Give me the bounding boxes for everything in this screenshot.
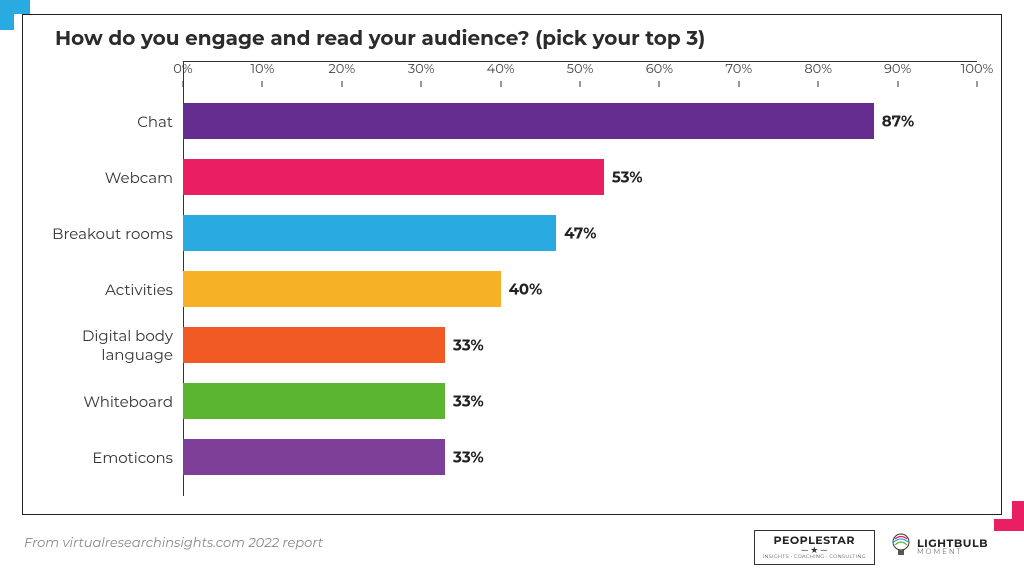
x-tick: 10% <box>250 61 274 77</box>
bar-row: Whiteboard33% <box>183 375 977 427</box>
bar-track: 33% <box>183 327 977 363</box>
bar <box>183 383 445 419</box>
bar-label: Whiteboard <box>23 392 183 411</box>
lightbulb-text: LIGHTBULB MOMENT <box>917 539 988 555</box>
bar-track: 53% <box>183 159 977 195</box>
bar-value: 53% <box>612 168 643 187</box>
footer-source: From virtualresearchinsights.com 2022 re… <box>24 535 323 551</box>
lightbulb-line2: MOMENT <box>917 549 988 555</box>
bar-label: Chat <box>23 112 183 131</box>
accent-bottom-right <box>994 501 1024 531</box>
bar-row: Digital body language33% <box>183 319 977 371</box>
chart-frame: How do you engage and read your audience… <box>22 14 1002 515</box>
x-tick: 20% <box>328 61 355 77</box>
bar-row: Webcam53% <box>183 151 977 203</box>
bar-value: 33% <box>453 392 484 411</box>
bar-row: Emoticons33% <box>183 431 977 483</box>
peoplestar-tagline: INSIGHTS • COACHING • CONSULTING <box>763 555 866 560</box>
x-tick: 60% <box>646 61 673 77</box>
bar-row: Chat87% <box>183 95 977 147</box>
chart-title: How do you engage and read your audience… <box>23 25 1001 61</box>
bar-value: 33% <box>453 448 484 467</box>
bar <box>183 271 501 307</box>
bar-track: 33% <box>183 383 977 419</box>
bar-row: Activities40% <box>183 263 977 315</box>
x-tick: 0% <box>173 61 192 77</box>
bar-value: 40% <box>509 280 543 299</box>
bar-track: 47% <box>183 215 977 251</box>
bar-value: 47% <box>564 224 596 243</box>
bar-label: Breakout rooms <box>23 224 183 243</box>
bar <box>183 159 604 195</box>
bar <box>183 103 874 139</box>
bar-track: 87% <box>183 103 977 139</box>
x-tick: 40% <box>487 61 515 77</box>
lightbulb-logo: LIGHTBULB MOMENT <box>889 531 988 565</box>
lightbulb-icon <box>889 531 913 565</box>
x-axis-ticks: 0%10%20%30%40%50%60%70%80%90%100% <box>183 61 977 83</box>
bar <box>183 327 445 363</box>
x-tick: 100% <box>961 61 994 77</box>
x-tick: 30% <box>408 61 435 77</box>
peoplestar-logo: PEOPLESTAR ─ ★ ─ INSIGHTS • COACHING • C… <box>754 530 875 565</box>
bar-label: Digital body language <box>23 326 183 364</box>
x-tick: 90% <box>884 61 911 77</box>
bar-label: Webcam <box>23 168 183 187</box>
x-tick: 70% <box>725 61 752 77</box>
bars-container: Chat87%Webcam53%Breakout rooms47%Activit… <box>183 83 977 483</box>
bar-row: Breakout rooms47% <box>183 207 977 259</box>
bar <box>183 439 445 475</box>
bar-value: 87% <box>882 112 914 131</box>
bar-track: 40% <box>183 271 977 307</box>
x-tick: 50% <box>567 61 594 77</box>
bar-label: Emoticons <box>23 448 183 467</box>
x-tick: 80% <box>804 61 832 77</box>
bar-value: 33% <box>453 336 484 355</box>
plot-area: 0%10%20%30%40%50%60%70%80%90%100% Chat87… <box>183 61 977 481</box>
bar-label: Activities <box>23 280 183 299</box>
page: How do you engage and read your audience… <box>0 0 1024 573</box>
bar <box>183 215 556 251</box>
bar-track: 33% <box>183 439 977 475</box>
logos: PEOPLESTAR ─ ★ ─ INSIGHTS • COACHING • C… <box>754 530 988 565</box>
